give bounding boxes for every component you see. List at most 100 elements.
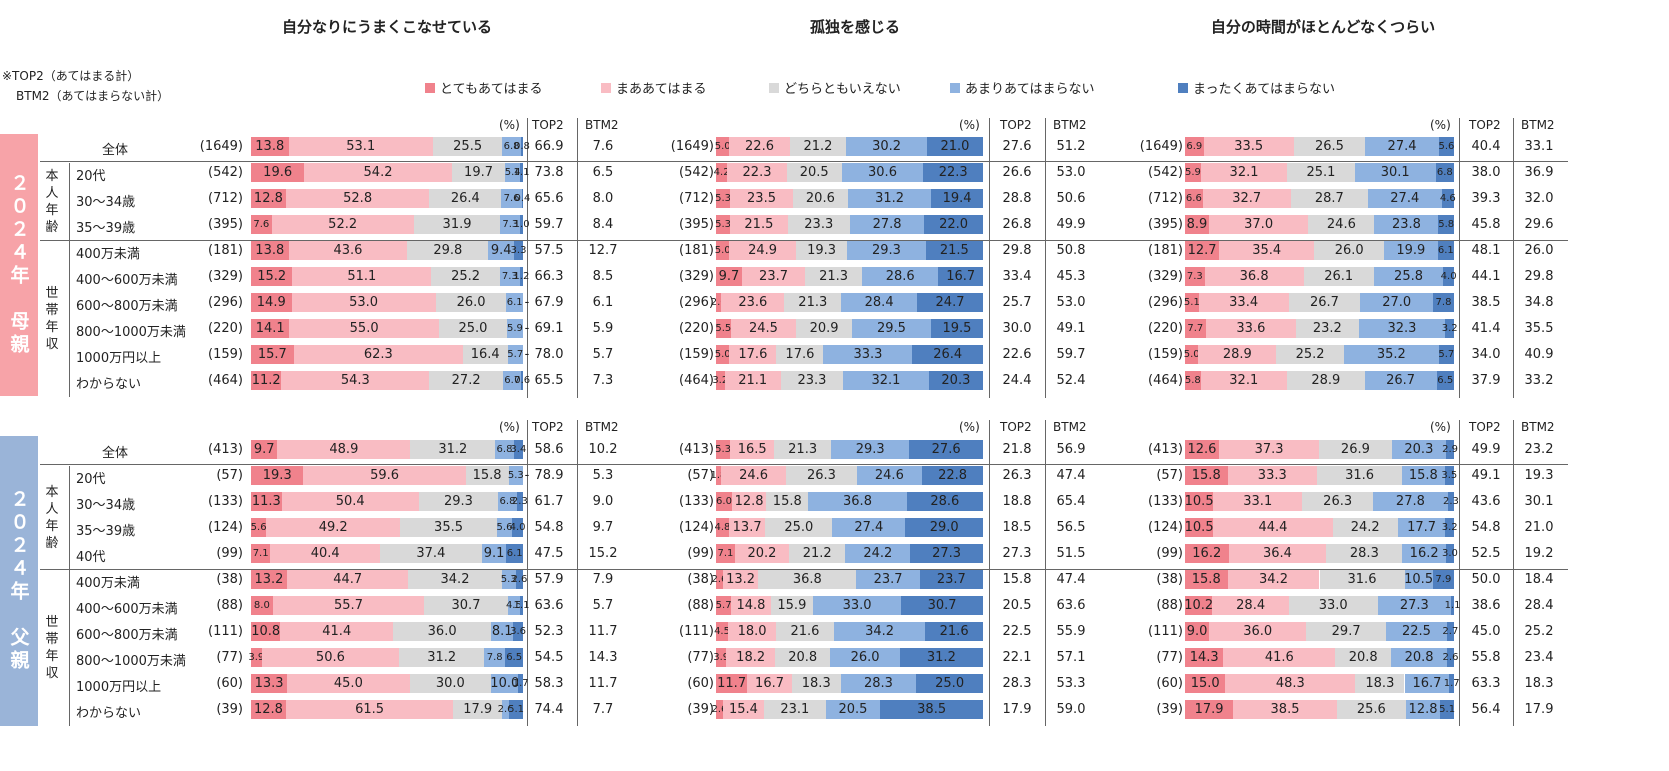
bar-segment: 22.6: [729, 137, 790, 156]
row-n: (159): [679, 347, 714, 362]
bar-segment: 21.2: [789, 137, 847, 156]
top2-value: 37.9: [1471, 373, 1501, 388]
total-divider: [40, 161, 1568, 162]
stacked-bar: 2.6 13.2 36.8 23.7 23.7: [712, 570, 983, 589]
btm2-value: 25.2: [1524, 624, 1554, 639]
bar-segment: 6.5: [1436, 371, 1454, 390]
legend-swatch: [769, 82, 779, 93]
bar-segment: 10.2: [1184, 596, 1214, 615]
top2-value: 57.5: [534, 243, 564, 258]
bar-segment: 3.9: [248, 648, 264, 667]
bar-segment: 6.8: [502, 137, 521, 156]
subgroup-separator: [40, 569, 1568, 570]
btm2-value: 9.0: [592, 494, 614, 509]
bar-segment: 38.5: [1233, 700, 1337, 719]
stacked-bar: 5.0 17.6 17.6 33.3 26.4: [715, 345, 983, 364]
bar-segment: 14.3: [1185, 648, 1224, 667]
row-n: (1649): [199, 139, 243, 154]
stacked-bar: 15.7 62.3 16.4 5.7-: [251, 345, 529, 364]
bar-segment: 5.7: [716, 596, 732, 615]
stacked-bar: 13.8 53.1 25.5 6.8 0.8: [251, 137, 530, 156]
top2-value: 54.8: [1471, 520, 1501, 535]
top2-header: TOP2: [1469, 420, 1501, 434]
bar-segment: 36.0: [1209, 622, 1307, 641]
stacked-bar: 5.3 21.5 23.3 27.8 22.0: [715, 215, 983, 234]
row-n: (464): [679, 373, 714, 388]
btm2-value: 34.8: [1524, 295, 1554, 310]
row-n: (542): [208, 165, 243, 180]
row-n: (77): [687, 650, 714, 665]
stacked-bar: 5.0 28.9 25.2 35.2 5.7: [1184, 345, 1454, 364]
bar-segment: 3.6: [510, 622, 526, 641]
bar-segment: 20.5: [786, 163, 842, 182]
legend-swatch: [425, 82, 435, 93]
legend-label: あまりあてはまらない: [965, 82, 1095, 97]
row-label: 30～34歳: [76, 498, 136, 513]
bar-segment: 32.7: [1202, 189, 1291, 208]
bar-segment: 2.6: [712, 570, 727, 589]
row-n: (77): [1156, 650, 1183, 665]
bar-segment: 29.3: [831, 440, 910, 459]
stacked-bar: 5.1 33.4 26.7 27.0 7.8: [1184, 293, 1454, 312]
bar-segment: 24.2: [845, 544, 911, 563]
bar-segment: 11.3: [251, 492, 282, 511]
top2-value: 38.5: [1471, 295, 1501, 310]
panel-title: 自分なりにうまくこなせている: [281, 18, 493, 36]
stacked-bar: 5.5 24.5 20.9 29.5 19.5: [715, 319, 983, 338]
bar-segment: 8.0: [251, 596, 273, 615]
stacked-bar: 5.8 32.1 28.9 26.7 6.5: [1185, 371, 1454, 390]
btm2-value: 28.4: [1524, 598, 1554, 613]
top2-value: 78.9: [534, 468, 564, 483]
btm2-value: 5.7: [592, 598, 614, 613]
row-n: (57): [216, 468, 243, 483]
bar-segment: 40.4: [270, 544, 381, 563]
bar-segment: 34.2: [833, 622, 926, 641]
bar-segment: 25.0: [916, 674, 983, 693]
bar-segment: 0.4: [515, 189, 530, 208]
stacked-bar: 6.9 33.5 26.5 27.4 5.6: [1185, 137, 1454, 156]
bar-segment: 3.3: [511, 241, 526, 260]
percent-header: (%): [959, 118, 980, 132]
row-n: (296): [679, 295, 714, 310]
btm2-value: 56.9: [1056, 442, 1086, 457]
btm2-value: 32.0: [1524, 191, 1554, 206]
percent-header: (%): [499, 420, 520, 434]
bar-segment: 7.1: [251, 544, 271, 563]
bar-segment: 52.8: [285, 189, 430, 208]
bar-segment: 28.9: [1198, 345, 1277, 364]
bar-segment: 5.0: [715, 241, 731, 260]
top2-value: 15.8: [1002, 572, 1032, 587]
bar-segment: 26.7: [1288, 293, 1361, 312]
row-n: (220): [208, 321, 243, 336]
stacked-bar: 12.6 37.3 26.9 20.3 2.9: [1185, 440, 1458, 459]
top2-value: 52.5: [1471, 546, 1501, 561]
bar-segment: 12.8: [251, 189, 286, 208]
bar-segment: 1.1: [514, 596, 529, 615]
bar-segment: 30.0: [409, 674, 492, 693]
stacked-bar: 7.3 36.8 26.1 25.8 4.0: [1185, 267, 1457, 286]
bar-segment: 8.9: [1185, 215, 1209, 234]
bar-segment: 38.5: [880, 700, 983, 719]
btm2-value: 11.7: [588, 624, 618, 639]
top2-value: 69.1: [534, 321, 564, 336]
bar-segment: 21.3: [774, 440, 832, 459]
bar-segment: 9.7: [251, 440, 278, 459]
bar-segment: 50.6: [261, 648, 400, 667]
top2-value: 45.8: [1471, 217, 1501, 232]
btm2-value: 51.5: [1056, 546, 1086, 561]
bar-segment: 1.7: [1444, 674, 1460, 693]
bar-segment: 20.9: [796, 319, 853, 338]
row-label: 400万未満: [76, 576, 140, 591]
bar-segment: 2.3: [1443, 492, 1459, 511]
bar-segment: 31.2: [399, 648, 485, 667]
bar-segment: 13.8: [251, 241, 289, 260]
bar-segment: 23.7: [741, 267, 806, 286]
percent-header: (%): [1430, 118, 1451, 132]
bar-segment: 18.0: [728, 622, 777, 641]
bar-segment: 7.3: [500, 215, 521, 234]
row-n: (712): [1148, 191, 1183, 206]
subgroup-label: 本人年齢: [45, 169, 59, 235]
bar-segment: 5.8: [1438, 215, 1454, 234]
stacked-bar: 15.8 34.2 31.6 10.5 7.9: [1185, 570, 1454, 589]
row-n: (111): [1148, 624, 1183, 639]
